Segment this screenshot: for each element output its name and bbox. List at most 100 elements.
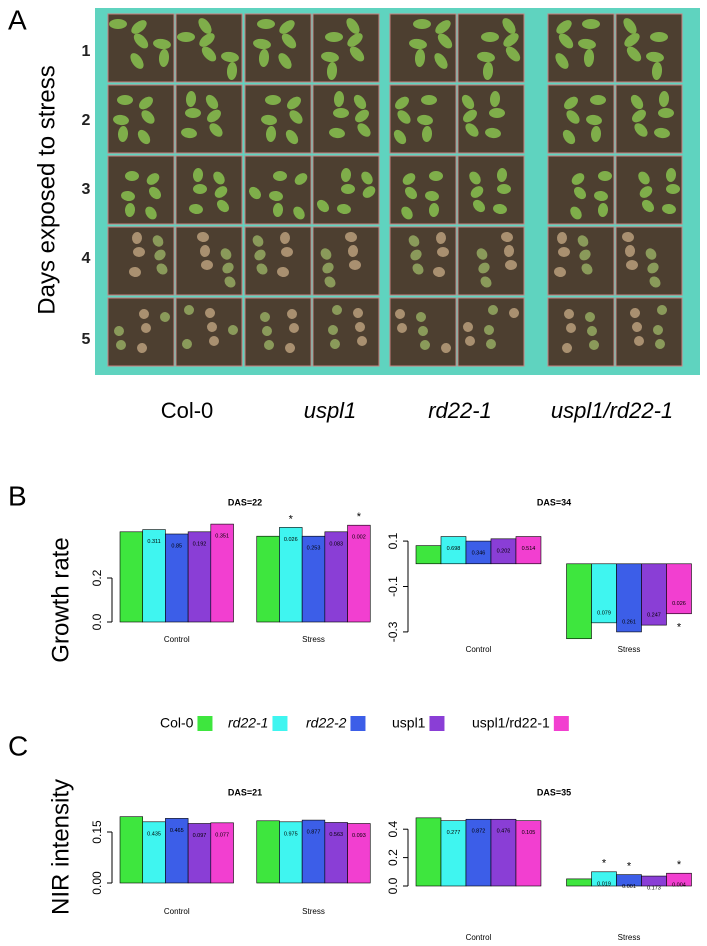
y-axis-label: Days exposed to stress [33,65,60,314]
leaf [589,340,599,350]
leaf [562,343,572,353]
leaf [260,311,270,322]
leaf [347,33,363,47]
leaf [193,184,207,194]
x-tick-label: Control [164,635,190,644]
leaf [638,171,650,185]
chart-title: DAS=35 [537,787,571,797]
leaf [349,46,365,62]
leaf [220,248,232,260]
leaf [463,322,473,332]
leaf [632,109,646,123]
legend-label: uspl1/rd22-1 [472,715,550,731]
leaf [332,305,342,315]
bar-annotation: 0.277 [447,830,461,836]
leaf [209,123,223,137]
leaf [333,108,349,118]
pot [175,155,243,225]
leaf [578,38,596,50]
x-tick-label: Stress [618,645,641,654]
bar-annotation: 0.105 [522,830,536,836]
leaf [154,249,166,261]
leaf [362,186,376,198]
legend-label: uspl1 [392,715,426,731]
leaf [653,325,663,335]
leaf [404,186,418,200]
leaf [571,173,585,185]
leaf [148,186,162,200]
leaf [145,206,157,220]
leaf [440,342,451,353]
bar-annotation: 0.261 [622,619,636,625]
leaf [435,20,451,34]
leaf [634,336,644,346]
leaf [401,206,413,220]
leaf [645,248,657,260]
leaf [214,186,228,198]
bar-annotation: 0.093 [352,833,366,839]
leaf [509,308,519,319]
leaf [182,339,192,349]
leaf [197,231,209,243]
leaf [465,123,479,137]
x-tick-label: Stress [302,635,325,644]
leaf [587,326,597,336]
bar-annotation: 0.872 [472,829,486,835]
bar [415,545,442,565]
panel-label: B [8,480,27,511]
leaf [189,203,203,215]
leaf [213,171,225,185]
leaf [493,203,507,215]
bar [119,531,144,623]
leaf [181,127,197,139]
leaf [326,62,338,80]
leaf [278,53,292,69]
leaf [262,326,272,336]
y-tick-label: 0.15 [90,820,104,844]
leaf [649,276,661,288]
row-label: 2 [82,112,91,129]
leaf [395,309,406,319]
leaf [558,33,574,49]
leaf [586,114,602,126]
leaf [281,247,293,257]
legend-swatch [350,716,366,731]
leaf [626,46,642,62]
bar [256,820,280,884]
legend-swatch [429,716,445,731]
leaf [160,312,170,322]
leaf [501,231,513,243]
leaf [330,339,340,349]
leaf [469,171,481,185]
leaf [416,312,426,322]
leaf [199,33,215,47]
leaf [465,336,475,346]
bar [641,875,667,887]
x-tick-label: Stress [302,907,325,916]
leaf [556,20,572,34]
leaf [277,266,289,278]
pot [312,13,380,83]
bar-annotation: 0.311 [147,539,160,545]
bar-annotation: 0.877 [307,830,321,836]
leaf [224,276,236,288]
leaf [258,49,270,67]
leaf [418,326,428,336]
bar [566,878,592,887]
x-tick-label: Control [164,907,190,916]
leaf [156,263,168,275]
leaf [177,32,195,42]
leaf [651,62,663,80]
leaf [289,110,303,124]
leaf [281,33,297,49]
leaf [577,235,589,247]
bar [566,563,592,640]
y-tick-label: 0.1 [386,532,400,549]
leaf [583,49,595,67]
leaf [201,46,217,62]
leaf [421,126,433,142]
legend-swatch [272,716,288,731]
y-axis-label: NIR intensity [47,779,74,915]
leaf [357,336,367,346]
leaf [133,33,149,49]
